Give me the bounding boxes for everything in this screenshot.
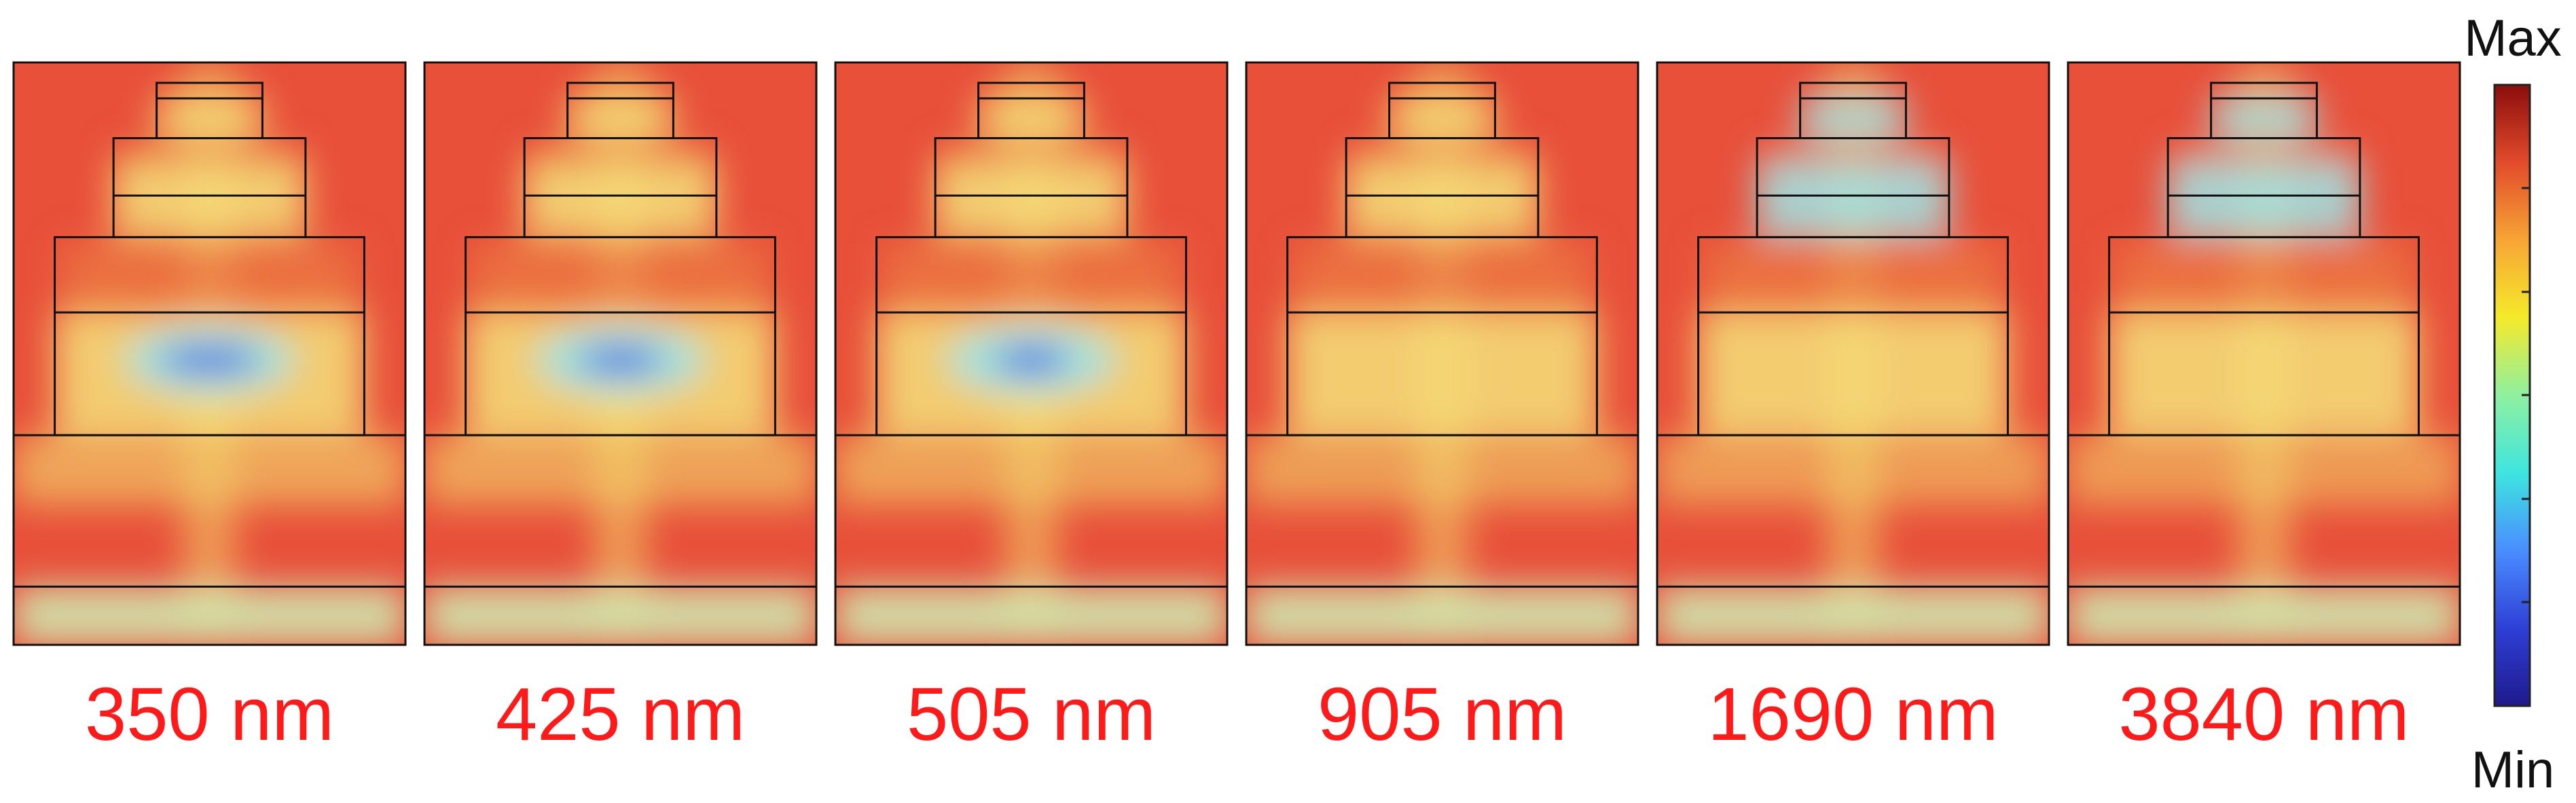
panel-frame [2067,61,2461,646]
panel-4: 905 nm [1245,61,1639,756]
structure-outline [1656,61,2050,646]
structure-outline [12,61,407,646]
structure-outline [2067,61,2461,646]
panel-5: 1690 nm [1656,61,2050,756]
structure-outline [1245,61,1639,646]
wavelength-label: 905 nm [1318,673,1567,756]
panel-6: 3840 nm [2067,61,2461,756]
panel-1: 350 nm [12,61,407,756]
panel-frame [1656,61,2050,646]
colorbar-min-label: Min [2471,741,2554,799]
panels-group: 350 nm 425 nm 505 nm 905 nm 1690 nm 3840 nm [12,61,2461,756]
panel-frame [1245,61,1639,646]
structure-outline [834,61,1229,646]
structure-outline [423,61,818,646]
wavelength-label: 350 nm [85,673,334,756]
wavelength-label: 3840 nm [2118,673,2409,756]
wavelength-label: 1690 nm [1707,673,1998,756]
colorbar-ticks [2522,187,2530,603]
wavelength-label: 505 nm [907,673,1156,756]
panel-2: 425 nm [423,61,818,756]
colorbar-max-label: Max [2464,10,2562,67]
panel-frame [12,61,407,646]
panel-3: 505 nm [834,61,1229,756]
colorbar: Max Min [2464,10,2562,799]
panel-frame [423,61,818,646]
panel-frame [834,61,1229,646]
wavelength-label: 425 nm [496,673,745,756]
